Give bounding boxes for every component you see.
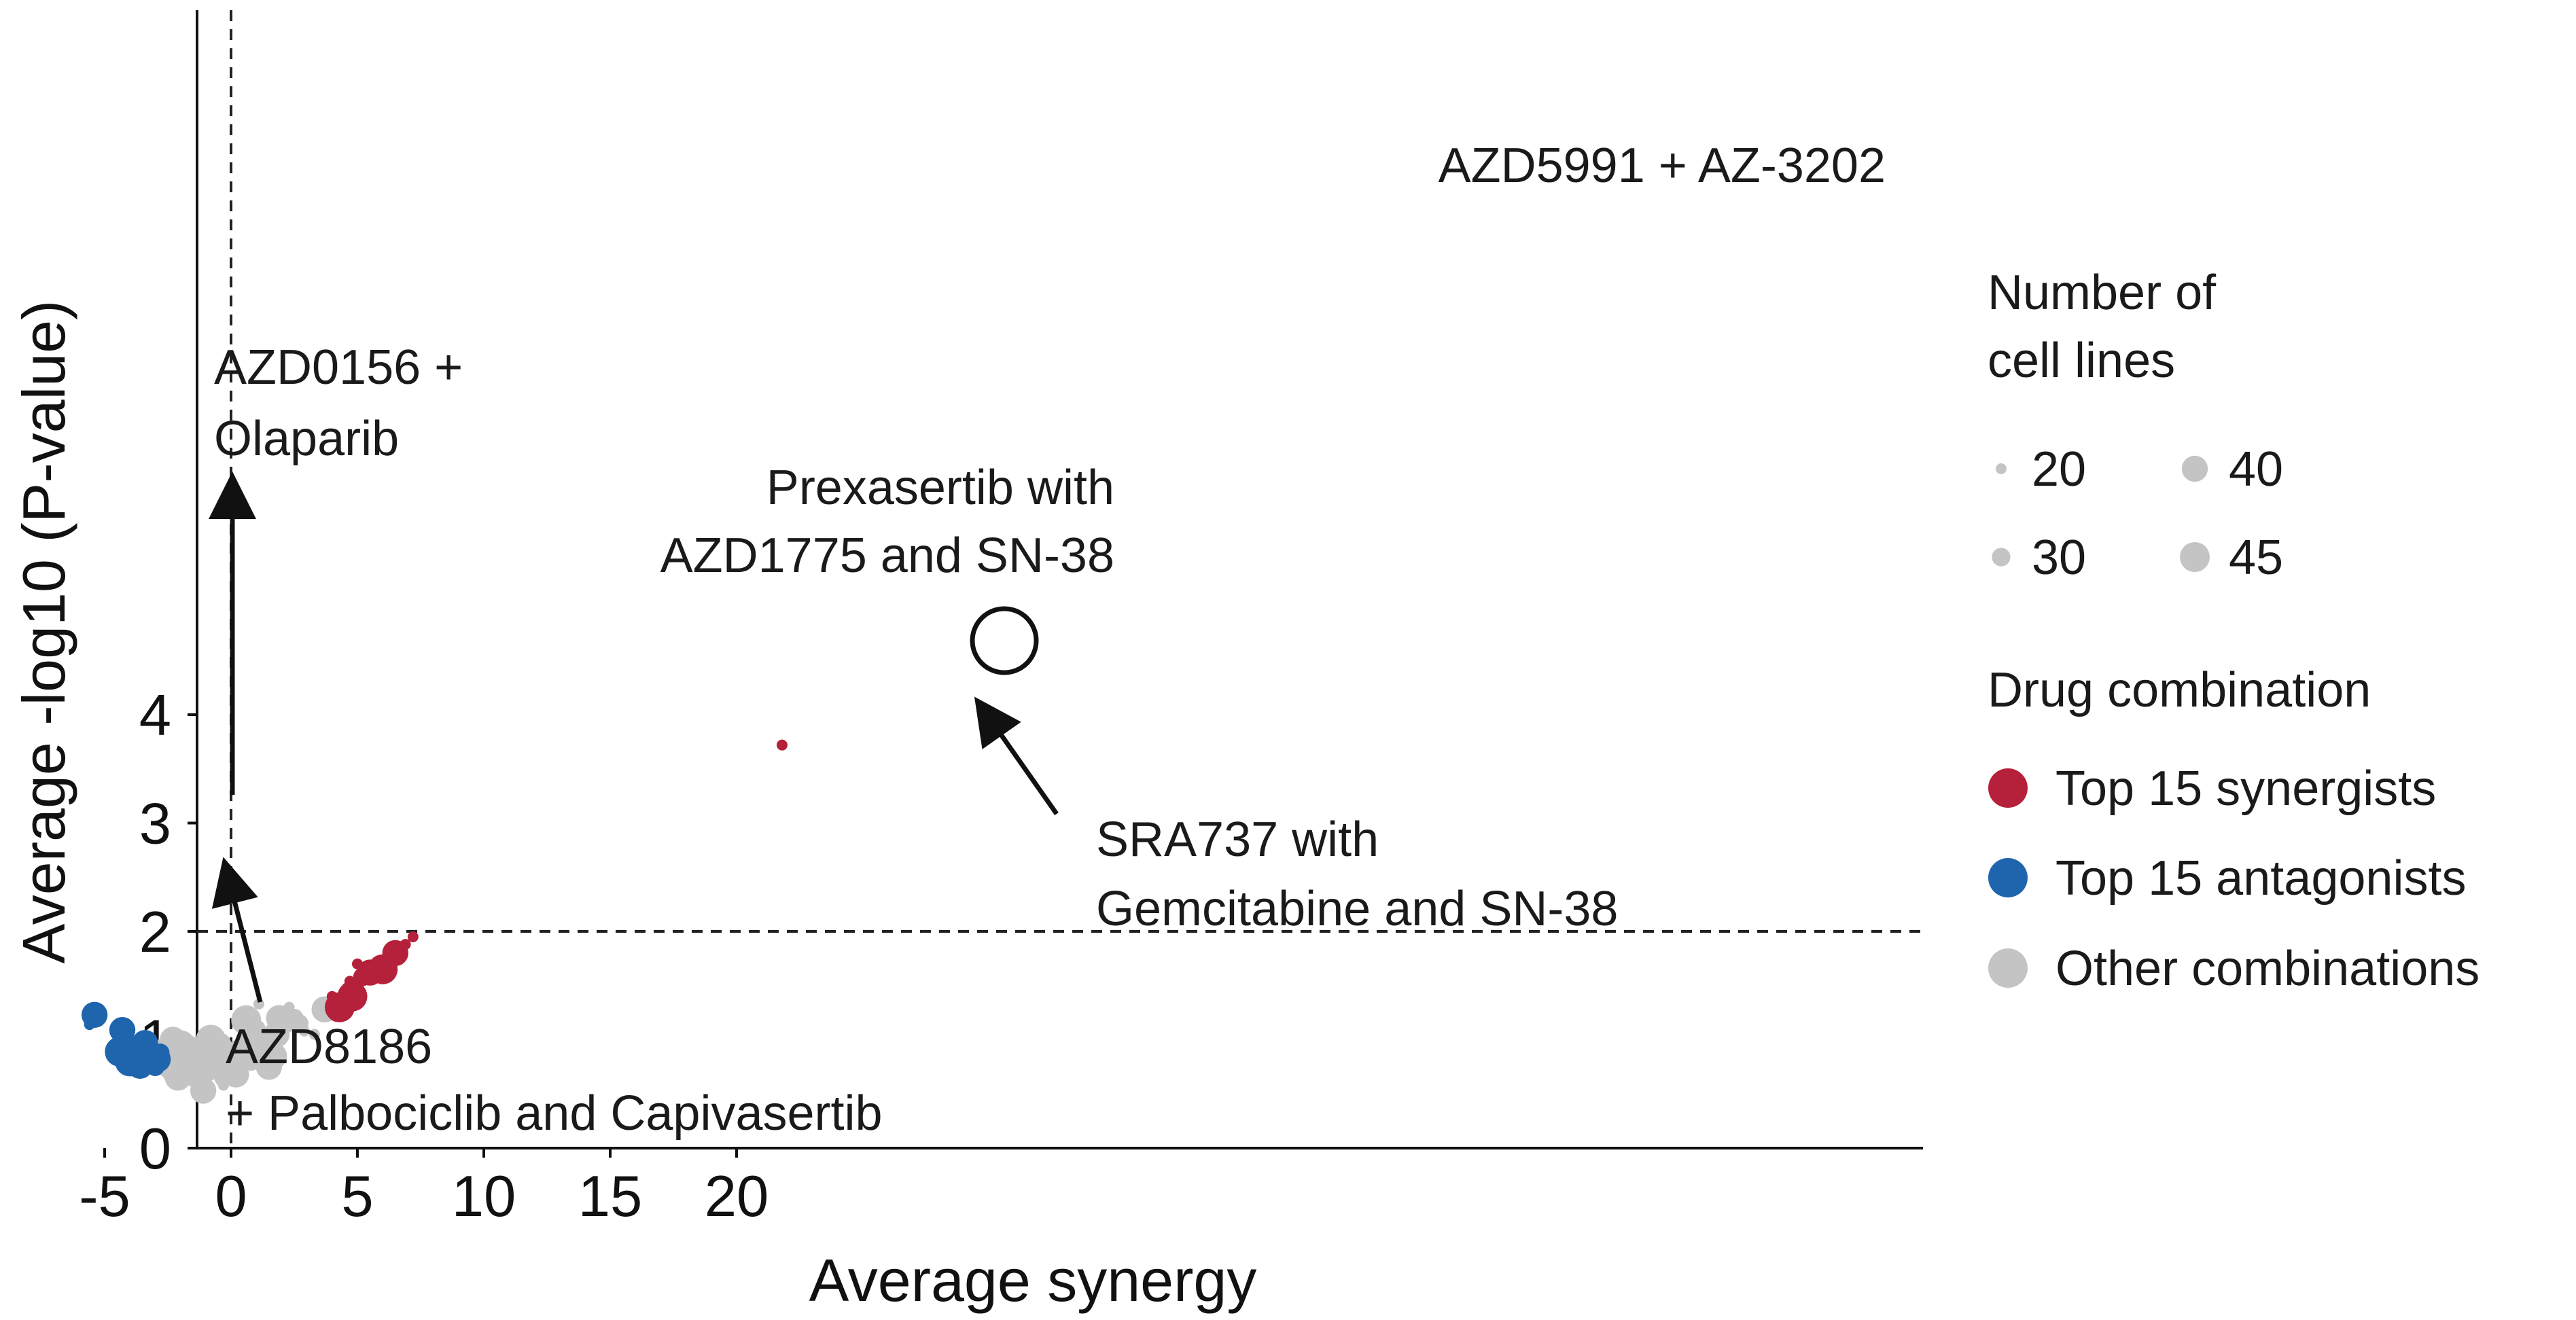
size-legend-label: 45 — [2229, 531, 2283, 585]
data-point-other — [185, 1050, 211, 1077]
arrow-sra737 — [974, 696, 1059, 816]
data-point-synergist — [328, 1003, 347, 1022]
x-tick-label: 0 — [215, 1164, 247, 1229]
data-point-other — [298, 1025, 310, 1037]
size-legend-marker — [2180, 542, 2210, 572]
annotation-azd0156-line2: Olaparib — [214, 412, 399, 466]
annotation-azd8186-line2: + Palbociclib and Capivasertib — [226, 1086, 883, 1141]
y-axis-title: Average -log10 (P-value) — [10, 300, 77, 964]
data-point-synergist — [407, 931, 419, 942]
color-legend-label: Top 15 antagonists — [2055, 851, 2466, 906]
data-point-other — [252, 1050, 271, 1069]
color-legend-swatch-synergist — [1988, 768, 2028, 808]
arrow-azd8186 — [211, 857, 263, 1003]
data-points — [81, 739, 788, 1104]
size-legend-marker — [1996, 463, 2007, 474]
size-legend-title-line1: Number of — [1988, 266, 2217, 320]
x-tick-label: 15 — [578, 1164, 643, 1229]
x-tick-label: -5 — [79, 1164, 130, 1229]
data-point-other — [190, 1077, 217, 1104]
color-legend-swatch-other — [1988, 948, 2028, 988]
data-point-antagonist — [84, 1019, 95, 1031]
annotation-azd8186-line1: AZD8186 — [226, 1020, 432, 1074]
data-point-other — [217, 1080, 229, 1091]
highlight-circle — [970, 606, 1039, 675]
data-point-antagonist — [109, 1016, 136, 1043]
data-point-synergist — [353, 967, 372, 986]
annotation-sra737-line1: SRA737 with — [1096, 813, 1379, 867]
annotation-prexasertib-line2: AZD1775 and SN-38 — [660, 529, 1114, 583]
color-legend-title: Drug combination — [1988, 663, 2371, 717]
data-point-synergist — [352, 958, 363, 969]
color-legend-swatch-antagonist — [1988, 858, 2028, 897]
x-axis-ticks: -5 0 5 10 15 20 — [79, 1148, 769, 1229]
data-point-synergist — [342, 982, 353, 993]
size-legend-title-line2: cell lines — [1988, 334, 2175, 388]
x-tick-label: 5 — [341, 1164, 373, 1229]
size-legend-marker — [2181, 455, 2208, 482]
color-legend: Drug combination Top 15 synergists Top 1… — [1988, 663, 2480, 996]
y-tick-label: 0 — [139, 1117, 171, 1181]
data-point-other — [222, 1054, 241, 1073]
y-tick-label: 2 — [139, 900, 171, 965]
annotation-azd5991: AZD5991 + AZ-3202 — [1439, 139, 1886, 193]
size-legend-label: 20 — [2032, 442, 2086, 497]
data-point-antagonist — [151, 1043, 170, 1063]
annotation-prexasertib-line1: Prexasertib with — [766, 461, 1114, 515]
x-tick-label: 20 — [705, 1164, 769, 1229]
size-legend-label: 30 — [2032, 531, 2086, 585]
size-legend-marker — [1992, 548, 2011, 567]
data-point-other — [308, 1029, 320, 1040]
x-axis-title: Average synergy — [809, 1247, 1257, 1314]
y-tick-label: 4 — [139, 683, 171, 748]
data-point-synergist — [776, 739, 788, 751]
x-tick-label: 10 — [452, 1164, 516, 1229]
color-legend-label: Other combinations — [2055, 942, 2480, 996]
annotation-sra737-line2: Gemcitabine and SN-38 — [1096, 882, 1618, 936]
data-point-antagonist — [145, 1057, 164, 1076]
color-legend-label: Top 15 synergists — [2055, 762, 2436, 816]
size-legend-label: 40 — [2229, 442, 2283, 497]
size-legend: Number of cell lines 20 40 30 45 — [1988, 266, 2283, 585]
y-tick-label: 3 — [139, 792, 171, 857]
data-point-synergist — [326, 991, 338, 1002]
annotation-azd0156-line1: AZD0156 + — [214, 340, 463, 395]
y-axis-ticks: 01234 — [139, 683, 197, 1181]
